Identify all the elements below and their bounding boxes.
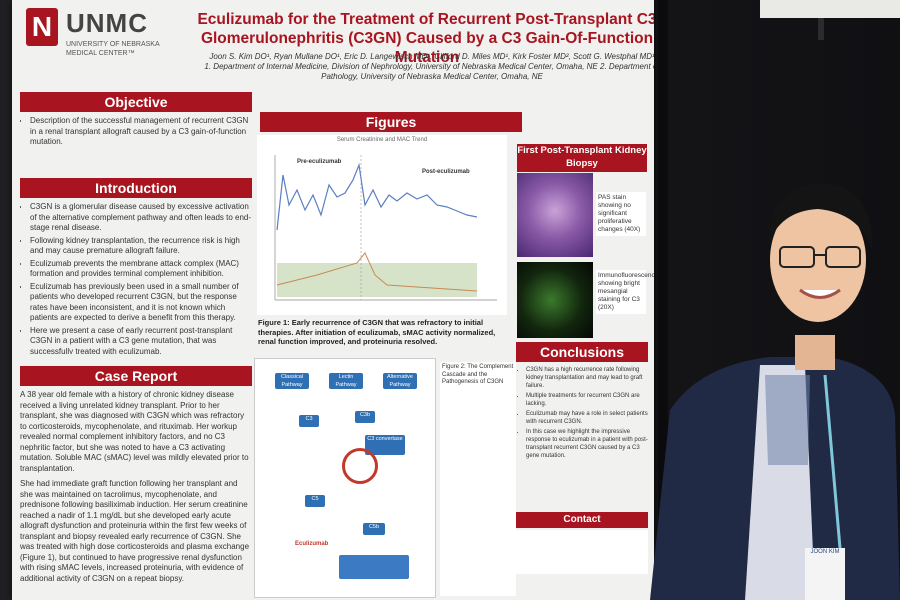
- c5-box: C5: [305, 495, 325, 507]
- pre-eculizumab-label: Pre-eculizumab: [297, 159, 342, 165]
- conclusion-bullet: In this case we highlight the impressive…: [526, 428, 648, 460]
- post-eculizumab-label: Post-eculizumab: [422, 169, 470, 175]
- alternative-pathway-box: Alternative Pathway: [383, 373, 417, 389]
- c5b-box: C5b: [363, 523, 385, 535]
- conclusions-text: C3GN has a high recurrence rate followin…: [516, 366, 648, 506]
- contact-info-block: [516, 530, 648, 574]
- logo-mark: N: [26, 8, 58, 46]
- pas-stain-note: PAS stain showing no significant prolife…: [596, 192, 646, 236]
- c3-box: C3: [299, 415, 319, 427]
- figure-2-caption: Figure 2: The Complement Cascade and the…: [440, 362, 516, 596]
- convertase-cycle-ring: [342, 448, 378, 484]
- mac-formation-box: [339, 555, 409, 579]
- author-list: Joon S. Kim DO¹, Ryan Mullane DO¹, Eric …: [209, 52, 654, 61]
- figure-1-caption: Figure 1: Early recurrence of C3GN that …: [258, 318, 496, 346]
- case-report-heading: Case Report: [20, 366, 252, 386]
- objective-heading: Objective: [20, 92, 252, 112]
- adjacent-poster-edge: [760, 0, 900, 18]
- objective-bullet: Description of the successful management…: [30, 116, 252, 148]
- poster-authors: Joon S. Kim DO¹, Ryan Mullane DO¹, Eric …: [202, 52, 654, 82]
- logo-name: UNMC: [66, 8, 148, 38]
- introduction-heading: Introduction: [20, 178, 252, 198]
- conclusion-bullet: Eculizumab may have a role in select pat…: [526, 410, 648, 426]
- figures-heading: Figures: [260, 112, 522, 132]
- figure-1-chart-title: Serum Creatinine and MAC Trend: [336, 137, 428, 143]
- pas-stain-micrograph: [517, 173, 593, 257]
- case-report-paragraph: She had immediate graft function followi…: [20, 479, 250, 583]
- c3b-box: C3b: [355, 411, 375, 423]
- conclusions-heading: Conclusions: [516, 342, 648, 362]
- figure-1-chart: Serum Creatinine and MAC Trend Pre-eculi…: [257, 135, 507, 315]
- classical-pathway-box: Classical Pathway: [275, 373, 309, 389]
- immunofluorescence-note: Immunofluorescence showing bright mesang…: [596, 270, 654, 314]
- unmc-logo: N UNMC UNIVERSITY OF NEBRASKA MEDICAL CE…: [22, 6, 192, 64]
- case-report-paragraph: A 38 year old female with a history of c…: [20, 390, 249, 473]
- objective-text: Description of the successful management…: [20, 116, 252, 168]
- affiliation-list: 1. Department of Internal Medicine, Divi…: [204, 62, 654, 81]
- creatinine-mac-trend-graphic: [274, 155, 497, 301]
- conclusion-bullet: Multiple treatments for recurrent C3GN a…: [526, 392, 648, 408]
- display-pole: [818, 0, 824, 40]
- eculizumab-label: Eculizumab: [295, 541, 329, 547]
- immunofluorescence-micrograph: [517, 262, 593, 338]
- introduction-bullet: Following kidney transplantation, the re…: [30, 236, 252, 257]
- case-report-text: A 38 year old female with a history of c…: [20, 390, 252, 600]
- introduction-bullet: C3GN is a glomerular disease caused by e…: [30, 202, 252, 234]
- conclusion-bullet: C3GN has a high recurrence rate followin…: [526, 366, 648, 390]
- biopsy-heading: First Post-Transplant Kidney Biopsy: [517, 144, 647, 172]
- introduction-bullet: Eculizumab has previously been used in a…: [30, 282, 252, 324]
- poster-title: Eculizumab for the Treatment of Recurren…: [197, 11, 654, 66]
- introduction-bullet: Here we present a case of early recurren…: [30, 326, 252, 355]
- introduction-bullet: Eculizumab prevents the membrane attack …: [30, 259, 252, 280]
- c3-convertase-box: C3 convertase: [365, 435, 405, 455]
- logo-subtitle: UNIVERSITY OF NEBRASKA MEDICAL CENTER™: [66, 41, 160, 57]
- research-poster: N UNMC UNIVERSITY OF NEBRASKA MEDICAL CE…: [12, 0, 654, 600]
- display-pole: [658, 0, 668, 600]
- contact-heading: Contact: [516, 512, 648, 528]
- lectin-pathway-box: Lectin Pathway: [329, 373, 363, 389]
- complement-cascade-diagram: Classical Pathway Lectin Pathway Alterna…: [254, 358, 436, 598]
- presenter-photo: [650, 183, 900, 600]
- name-badge: JOON KIM: [805, 548, 845, 600]
- introduction-text: C3GN is a glomerular disease caused by e…: [20, 202, 252, 354]
